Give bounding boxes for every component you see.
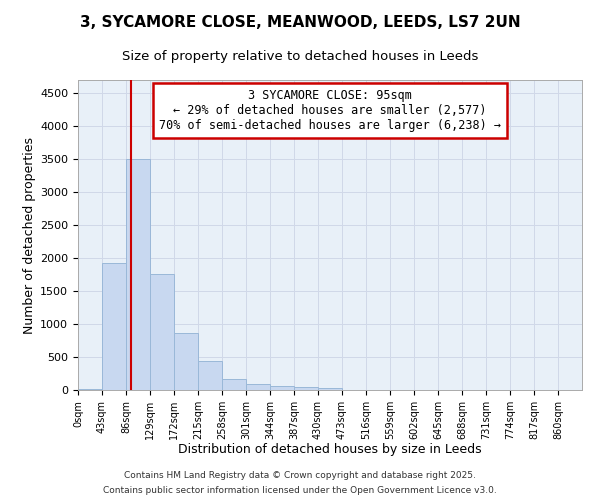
- Bar: [150, 274, 174, 390]
- Y-axis label: Number of detached properties: Number of detached properties: [23, 136, 36, 334]
- Bar: [294, 386, 318, 390]
- Bar: [270, 386, 294, 390]
- Bar: [222, 379, 246, 390]
- Bar: [318, 388, 342, 390]
- Text: 3 SYCAMORE CLOSE: 95sqm
← 29% of detached houses are smaller (2,577)
70% of semi: 3 SYCAMORE CLOSE: 95sqm ← 29% of detache…: [159, 90, 501, 132]
- Bar: [198, 361, 222, 390]
- Text: Size of property relative to detached houses in Leeds: Size of property relative to detached ho…: [122, 50, 478, 63]
- Bar: [174, 334, 198, 390]
- Bar: [102, 262, 126, 390]
- Text: Contains public sector information licensed under the Open Government Licence v3: Contains public sector information licen…: [103, 486, 497, 495]
- Bar: [78, 388, 102, 390]
- Bar: [246, 384, 270, 390]
- Text: 3, SYCAMORE CLOSE, MEANWOOD, LEEDS, LS7 2UN: 3, SYCAMORE CLOSE, MEANWOOD, LEEDS, LS7 …: [80, 15, 520, 30]
- Text: Contains HM Land Registry data © Crown copyright and database right 2025.: Contains HM Land Registry data © Crown c…: [124, 471, 476, 480]
- X-axis label: Distribution of detached houses by size in Leeds: Distribution of detached houses by size …: [178, 444, 482, 456]
- Bar: [126, 159, 150, 390]
